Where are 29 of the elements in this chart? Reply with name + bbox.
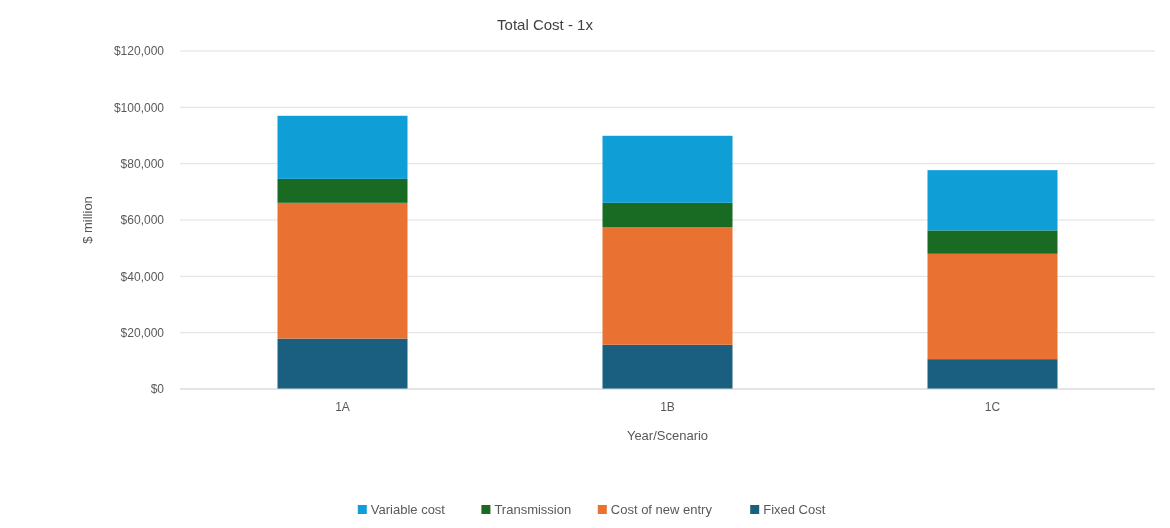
bar bbox=[277, 178, 408, 203]
x-tick-label: 1A bbox=[335, 400, 350, 414]
bar bbox=[602, 344, 733, 389]
bar bbox=[927, 170, 1058, 231]
bar bbox=[277, 338, 408, 389]
bar bbox=[602, 202, 733, 228]
bar bbox=[927, 359, 1058, 389]
x-axis-title: Year/Scenario bbox=[626, 428, 709, 443]
y-tick-label: $0 bbox=[150, 382, 165, 397]
y-tick-label: $20,000 bbox=[120, 325, 165, 340]
legend-label: Variable cost bbox=[370, 502, 446, 517]
y-tick-label: $100,000 bbox=[113, 100, 165, 115]
bar bbox=[927, 253, 1058, 360]
bar bbox=[927, 230, 1058, 254]
x-tick-label: 1B bbox=[660, 400, 675, 414]
legend-label: Transmission bbox=[494, 502, 572, 517]
x-tick-label: 1C bbox=[984, 400, 1001, 414]
y-tick-label: $120,000 bbox=[113, 44, 165, 59]
bar bbox=[602, 135, 733, 203]
chart-title: Total Cost - 1x bbox=[497, 16, 594, 33]
y-axis-title: $ million bbox=[80, 196, 95, 244]
bar bbox=[277, 202, 408, 339]
bar bbox=[602, 227, 733, 345]
legend-label: Cost of new entry bbox=[610, 502, 713, 517]
bar bbox=[277, 115, 408, 179]
legend-label: Fixed Cost bbox=[763, 502, 826, 517]
y-tick-label: $60,000 bbox=[120, 213, 165, 228]
y-tick-label: $80,000 bbox=[120, 156, 165, 171]
y-tick-label: $40,000 bbox=[120, 269, 165, 284]
